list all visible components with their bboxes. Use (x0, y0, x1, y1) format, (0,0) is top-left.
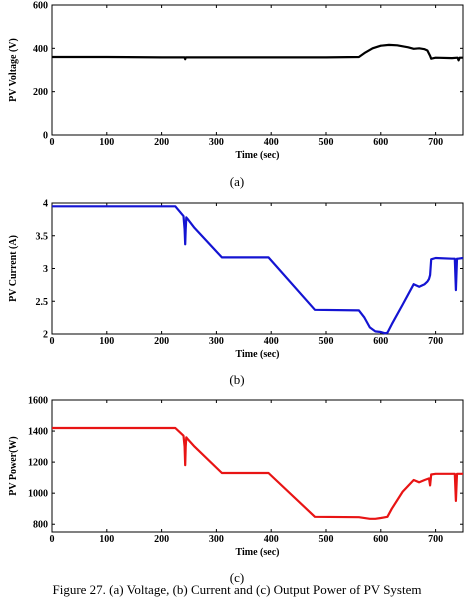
y-tick-label: 1000 (28, 489, 48, 500)
y-tick-label: 1600 (28, 396, 48, 407)
x-tick-label: 500 (319, 336, 334, 347)
panel-label: (c) (230, 570, 244, 585)
panel-label: (b) (229, 372, 244, 387)
x-tick-label: 600 (373, 534, 388, 545)
panel-label: (a) (230, 174, 244, 189)
x-axis-label: Time (sec) (236, 150, 280, 161)
x-tick-label: 700 (428, 534, 443, 545)
chart-panel-1: 0 100 200 300 400 500 600 700 0 200 400 600 Time (se… (8, 1, 464, 189)
chart-panel-2: 0 100 200 300 400 500 600 700 2 2.5 3 3.5 4 Time (sec… (8, 199, 464, 387)
chart-panel-3: 0 100 200 300 400 500 600 700 800 1000 1200 1400 160… (8, 396, 464, 585)
x-tick-label: 300 (209, 336, 224, 347)
series-line-1-1 (52, 43, 463, 62)
x-axis-label: Time (sec) (236, 547, 280, 558)
x-tick-label: 0 (50, 534, 55, 545)
y-tick-label: 2 (43, 330, 48, 341)
x-tick-label: 100 (99, 534, 114, 545)
y-axis-label: PV Voltage (V) (8, 38, 19, 102)
y-axis-label: PV Power(W) (8, 436, 19, 496)
x-tick-label: 700 (428, 336, 443, 347)
y-tick-label: 0 (43, 131, 48, 142)
y-tick-label: 400 (33, 44, 48, 55)
y-tick-label: 1200 (28, 458, 48, 469)
y-tick-label: 800 (33, 520, 48, 531)
x-tick-label: 600 (373, 336, 388, 347)
y-tick-label: 3.5 (36, 231, 49, 242)
x-tick-label: 300 (209, 137, 224, 148)
y-tick-label: 600 (33, 1, 48, 12)
y-tick-label: 2.5 (36, 297, 49, 308)
x-tick-label: 400 (264, 336, 279, 347)
x-tick-label: 400 (264, 137, 279, 148)
y-tick-label: 3 (43, 264, 48, 275)
x-tick-label: 500 (319, 534, 334, 545)
x-tick-label: 200 (154, 336, 169, 347)
x-tick-label: 600 (373, 137, 388, 148)
x-tick-label: 500 (319, 137, 334, 148)
series-line-3-1 (52, 426, 463, 520)
x-tick-label: 700 (428, 137, 443, 148)
x-tick-label: 300 (209, 534, 224, 545)
plot-frame (51, 4, 464, 136)
x-tick-label: 200 (154, 534, 169, 545)
y-axis-label: PV Current (A) (8, 235, 19, 302)
x-tick-label: 100 (99, 137, 114, 148)
x-tick-label: 200 (154, 137, 169, 148)
x-axis-label: Time (sec) (236, 349, 280, 360)
y-tick-label: 4 (43, 199, 48, 210)
plot-frame (51, 399, 464, 533)
y-tick-label: 1400 (28, 427, 48, 438)
x-tick-label: 100 (99, 336, 114, 347)
x-tick-label: 0 (50, 137, 55, 148)
plot-frame (51, 202, 464, 335)
x-tick-label: 0 (50, 336, 55, 347)
series-line-2-1 (52, 205, 464, 335)
x-tick-label: 400 (264, 534, 279, 545)
y-tick-label: 200 (33, 87, 48, 98)
figure-caption: Figure 27. (a) Voltage, (b) Current and … (52, 582, 421, 597)
